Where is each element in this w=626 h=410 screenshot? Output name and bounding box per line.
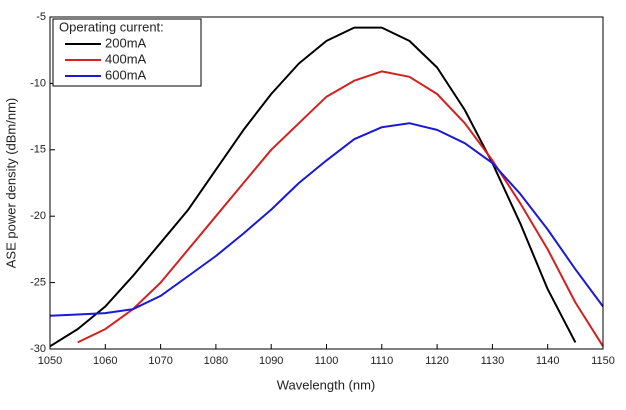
series-line (77, 70, 604, 347)
y-tick-label: -15 (30, 144, 46, 156)
legend-label: 600mA (105, 67, 147, 82)
x-tick-label: 1070 (148, 355, 172, 367)
x-tick-label: 1140 (536, 355, 560, 367)
x-tick-label: 1050 (38, 355, 62, 367)
x-tick-label: 1120 (425, 355, 449, 367)
y-tick-label: -5 (36, 11, 46, 23)
legend-label: 200mA (105, 35, 147, 50)
x-tick-label: 1130 (481, 355, 505, 367)
x-tick-label: 1150 (591, 355, 615, 367)
x-tick-label: 1100 (315, 355, 339, 367)
legend-label: 400mA (105, 51, 147, 66)
y-tick-label: -10 (30, 77, 46, 89)
legend-title: Operating current: (59, 19, 164, 34)
plot-frame (49, 16, 604, 350)
y-tick-label: -20 (30, 210, 46, 222)
x-tick-label: 1110 (370, 355, 393, 367)
series-line (49, 122, 604, 317)
x-tick-label: 1090 (259, 355, 283, 367)
x-tick-label: 1080 (204, 355, 228, 367)
x-tick-label: 1060 (93, 355, 117, 367)
y-tick-label: -25 (30, 277, 46, 289)
legend-box (52, 18, 202, 87)
y-axis-label: ASE power density (dBm/nm) (3, 98, 18, 269)
x-axis-label: Wavelength (nm) (277, 377, 376, 392)
y-tick-label: -30 (30, 343, 46, 355)
